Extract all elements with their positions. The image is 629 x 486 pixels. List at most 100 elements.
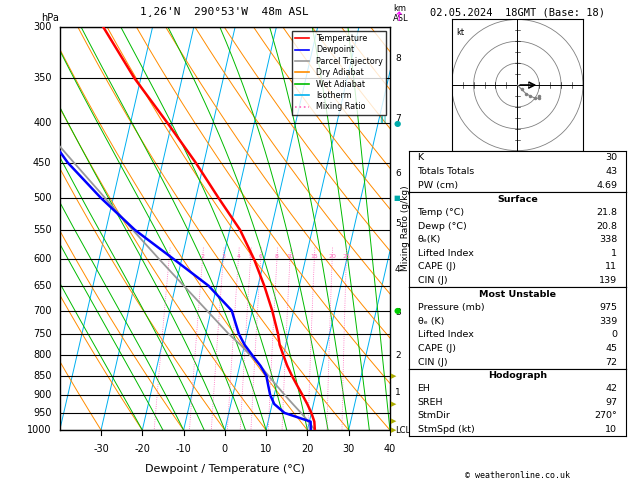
Text: Hodograph: Hodograph (488, 371, 547, 380)
Text: 6: 6 (395, 169, 401, 178)
Text: 8: 8 (395, 54, 401, 63)
Text: 350: 350 (33, 73, 52, 84)
Text: 800: 800 (33, 350, 52, 360)
Text: EH: EH (418, 384, 430, 394)
Text: θₑ(K): θₑ(K) (418, 235, 441, 244)
Text: 30: 30 (343, 444, 355, 454)
Text: ↑: ↑ (393, 11, 404, 24)
Text: ●: ● (393, 119, 401, 128)
Text: 4: 4 (395, 265, 401, 275)
Legend: Temperature, Dewpoint, Parcel Trajectory, Dry Adiabat, Wet Adiabat, Isotherm, Mi: Temperature, Dewpoint, Parcel Trajectory… (292, 31, 386, 115)
Text: 0: 0 (222, 444, 228, 454)
Text: 139: 139 (599, 276, 617, 285)
Text: 700: 700 (33, 306, 52, 315)
Text: SREH: SREH (418, 398, 443, 407)
Text: Surface: Surface (497, 195, 538, 204)
Text: 72: 72 (605, 358, 617, 366)
Text: CAPE (J): CAPE (J) (418, 262, 455, 271)
Text: ▶: ▶ (391, 418, 397, 425)
Text: 6: 6 (259, 254, 262, 259)
Text: hPa: hPa (42, 13, 60, 23)
Text: © weatheronline.co.uk: © weatheronline.co.uk (465, 471, 570, 480)
Text: 5: 5 (248, 254, 252, 259)
Text: 400: 400 (33, 118, 52, 128)
Text: Dewp (°C): Dewp (°C) (418, 222, 466, 231)
Text: Totals Totals: Totals Totals (418, 167, 475, 176)
Text: ●: ● (393, 306, 401, 315)
Text: Mixing Ratio (g/kg): Mixing Ratio (g/kg) (401, 186, 410, 271)
Text: PW (cm): PW (cm) (418, 181, 458, 190)
Text: 1: 1 (395, 388, 401, 398)
Text: 5: 5 (395, 219, 401, 228)
Text: 7: 7 (395, 114, 401, 123)
Text: LCL: LCL (395, 426, 410, 434)
Text: CAPE (J): CAPE (J) (418, 344, 455, 353)
Text: 11: 11 (605, 262, 617, 271)
Text: -30: -30 (93, 444, 109, 454)
Text: Most Unstable: Most Unstable (479, 290, 556, 298)
Text: 4.69: 4.69 (596, 181, 617, 190)
Text: Temp (°C): Temp (°C) (418, 208, 465, 217)
Text: 20: 20 (301, 444, 314, 454)
Text: CIN (J): CIN (J) (418, 276, 447, 285)
Text: Ill: Ill (379, 116, 387, 125)
Text: ■: ■ (393, 195, 400, 201)
Text: 20: 20 (328, 254, 336, 259)
Text: θₑ (K): θₑ (K) (418, 317, 444, 326)
Text: CIN (J): CIN (J) (418, 358, 447, 366)
Text: 0: 0 (611, 330, 617, 339)
Text: 20.8: 20.8 (596, 222, 617, 231)
Text: ▶: ▶ (391, 373, 397, 379)
Text: -10: -10 (175, 444, 191, 454)
Text: 21.8: 21.8 (596, 208, 617, 217)
Text: km
ASL: km ASL (393, 4, 409, 23)
Text: 600: 600 (33, 254, 52, 264)
Text: Lifted Index: Lifted Index (418, 330, 474, 339)
Text: 10: 10 (605, 425, 617, 434)
Text: K: K (418, 153, 424, 162)
Text: 10: 10 (286, 254, 294, 259)
Text: 45: 45 (605, 344, 617, 353)
Text: 850: 850 (33, 371, 52, 381)
Text: 550: 550 (33, 225, 52, 235)
Text: 2: 2 (395, 351, 401, 360)
Text: 25: 25 (342, 254, 350, 259)
Text: StmSpd (kt): StmSpd (kt) (418, 425, 474, 434)
Text: 3: 3 (395, 309, 401, 317)
Text: StmDir: StmDir (418, 411, 450, 420)
Text: 43: 43 (605, 167, 617, 176)
Text: 02.05.2024  18GMT (Base: 18): 02.05.2024 18GMT (Base: 18) (430, 7, 605, 17)
Text: 950: 950 (33, 408, 52, 418)
Text: -20: -20 (135, 444, 150, 454)
Text: 975: 975 (599, 303, 617, 312)
Text: 42: 42 (605, 384, 617, 394)
Text: 1¸26'N  290°53'W  48m ASL: 1¸26'N 290°53'W 48m ASL (140, 7, 309, 17)
Text: 750: 750 (33, 329, 52, 339)
Text: 650: 650 (33, 281, 52, 291)
Text: 450: 450 (33, 157, 52, 168)
Text: 97: 97 (605, 398, 617, 407)
Text: Lifted Index: Lifted Index (418, 249, 474, 258)
Text: 339: 339 (599, 317, 617, 326)
Text: 900: 900 (33, 390, 52, 400)
Text: 15: 15 (311, 254, 318, 259)
Text: 500: 500 (33, 193, 52, 203)
Text: ▶: ▶ (391, 427, 397, 433)
Text: 4: 4 (237, 254, 240, 259)
Text: 40: 40 (384, 444, 396, 454)
Text: 3: 3 (221, 254, 225, 259)
Text: 1: 1 (611, 249, 617, 258)
Text: 1000: 1000 (27, 425, 52, 435)
Text: 2: 2 (201, 254, 204, 259)
Text: 338: 338 (599, 235, 617, 244)
Text: ▶: ▶ (391, 401, 397, 407)
Text: 1: 1 (167, 254, 171, 259)
Text: 270°: 270° (594, 411, 617, 420)
Text: Dewpoint / Temperature (°C): Dewpoint / Temperature (°C) (145, 465, 305, 474)
Text: 30: 30 (605, 153, 617, 162)
Text: kt: kt (456, 28, 464, 37)
Text: 8: 8 (275, 254, 279, 259)
Text: 300: 300 (33, 22, 52, 32)
Text: Pressure (mb): Pressure (mb) (418, 303, 484, 312)
Text: 10: 10 (260, 444, 272, 454)
